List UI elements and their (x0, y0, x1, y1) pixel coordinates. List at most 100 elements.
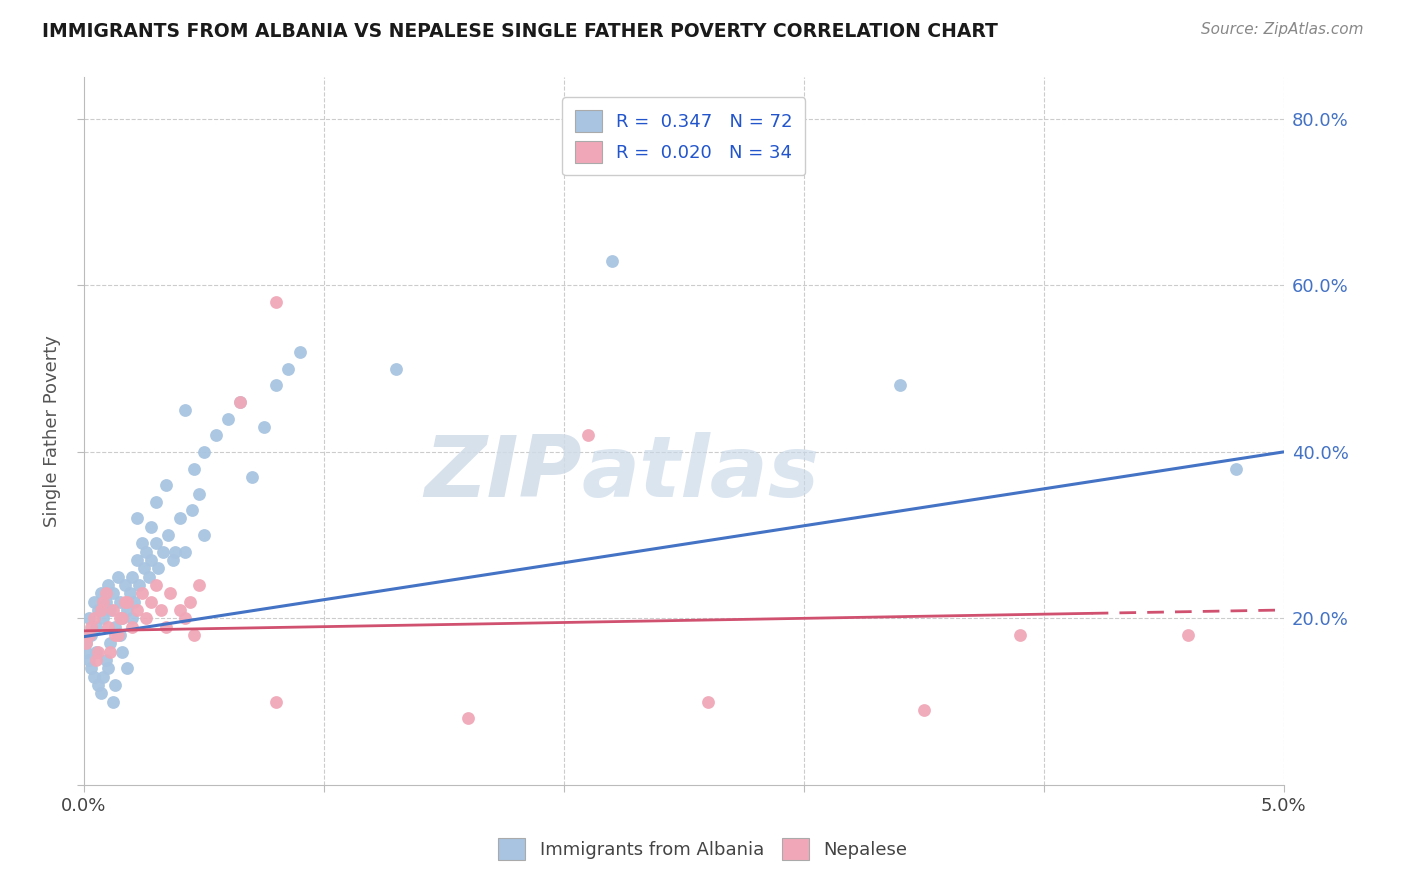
Point (138, 570, 160, 584)
Point (115, 595, 138, 609)
Point (111, 611, 134, 625)
Point (121, 620, 143, 634)
Point (87, 603, 110, 617)
Point (91, 611, 114, 625)
Point (101, 694, 124, 708)
Point (94, 595, 117, 609)
Point (94, 653, 117, 667)
Point (104, 620, 127, 634)
Point (83, 595, 105, 609)
Point (141, 520, 163, 534)
Point (107, 570, 129, 584)
Point (1177, 628, 1199, 642)
Y-axis label: Single Father Poverty: Single Father Poverty (44, 335, 60, 527)
Point (264, 295, 287, 310)
Point (148, 561, 170, 575)
Point (83, 669, 105, 683)
Point (576, 428, 599, 442)
Point (84, 645, 107, 659)
Point (385, 361, 408, 376)
Point (131, 536, 153, 550)
Point (600, 253, 623, 268)
Point (173, 403, 195, 417)
Point (121, 611, 143, 625)
Point (149, 603, 172, 617)
Legend: Immigrants from Albania, Nepalese: Immigrants from Albania, Nepalese (491, 830, 915, 867)
Point (229, 395, 252, 409)
Point (115, 603, 138, 617)
Point (1225, 461, 1247, 475)
Point (90, 686, 112, 700)
Point (83, 611, 105, 625)
Point (111, 645, 134, 659)
Point (173, 611, 195, 625)
Point (118, 586, 141, 600)
Point (124, 595, 146, 609)
Point (101, 603, 124, 617)
Text: atlas: atlas (582, 432, 820, 515)
Point (100, 636, 122, 650)
Point (115, 661, 138, 675)
Point (162, 553, 184, 567)
Text: ZIP: ZIP (425, 432, 582, 515)
Point (108, 628, 131, 642)
Point (169, 511, 191, 525)
Point (125, 511, 148, 525)
Point (111, 611, 134, 625)
Point (132, 561, 155, 575)
Point (240, 470, 263, 484)
Point (100, 645, 122, 659)
Point (145, 578, 167, 592)
Point (87, 678, 110, 692)
Text: IMMIGRANTS FROM ALBANIA VS NEPALESE SINGLE FATHER POVERTY CORRELATION CHART: IMMIGRANTS FROM ALBANIA VS NEPALESE SING… (42, 22, 998, 41)
Point (77, 628, 100, 642)
Point (94, 586, 117, 600)
Point (141, 595, 163, 609)
Point (135, 611, 157, 625)
Point (155, 478, 177, 492)
Point (205, 428, 228, 442)
Point (75, 645, 97, 659)
Point (108, 611, 131, 625)
Point (457, 711, 479, 725)
Point (128, 578, 150, 592)
Point (193, 528, 215, 542)
Point (104, 678, 127, 692)
Point (90, 586, 112, 600)
Legend: R =  0.347   N = 72, R =  0.020   N = 34: R = 0.347 N = 72, R = 0.020 N = 34 (562, 97, 806, 176)
Point (229, 395, 252, 409)
Point (75, 636, 97, 650)
Point (264, 378, 287, 392)
Point (80, 620, 103, 634)
Point (1008, 628, 1031, 642)
Point (145, 536, 167, 550)
Point (97, 620, 120, 634)
Point (169, 603, 191, 617)
Point (125, 603, 148, 617)
Point (84, 653, 107, 667)
Point (135, 545, 157, 559)
Point (114, 595, 136, 609)
Point (75, 636, 97, 650)
Point (90, 603, 112, 617)
Point (264, 694, 287, 708)
Point (912, 703, 935, 717)
Point (696, 694, 718, 708)
Point (80, 628, 103, 642)
Point (97, 578, 120, 592)
Point (104, 628, 127, 642)
Point (101, 586, 124, 600)
Point (159, 586, 181, 600)
Point (84, 620, 107, 634)
Point (121, 570, 143, 584)
Point (100, 603, 122, 617)
Point (648, 128, 671, 143)
Point (217, 411, 239, 425)
Text: Source: ZipAtlas.com: Source: ZipAtlas.com (1201, 22, 1364, 37)
Point (889, 378, 911, 392)
Point (179, 595, 201, 609)
Point (181, 503, 204, 517)
Point (188, 486, 211, 500)
Point (188, 578, 211, 592)
Point (80, 661, 103, 675)
